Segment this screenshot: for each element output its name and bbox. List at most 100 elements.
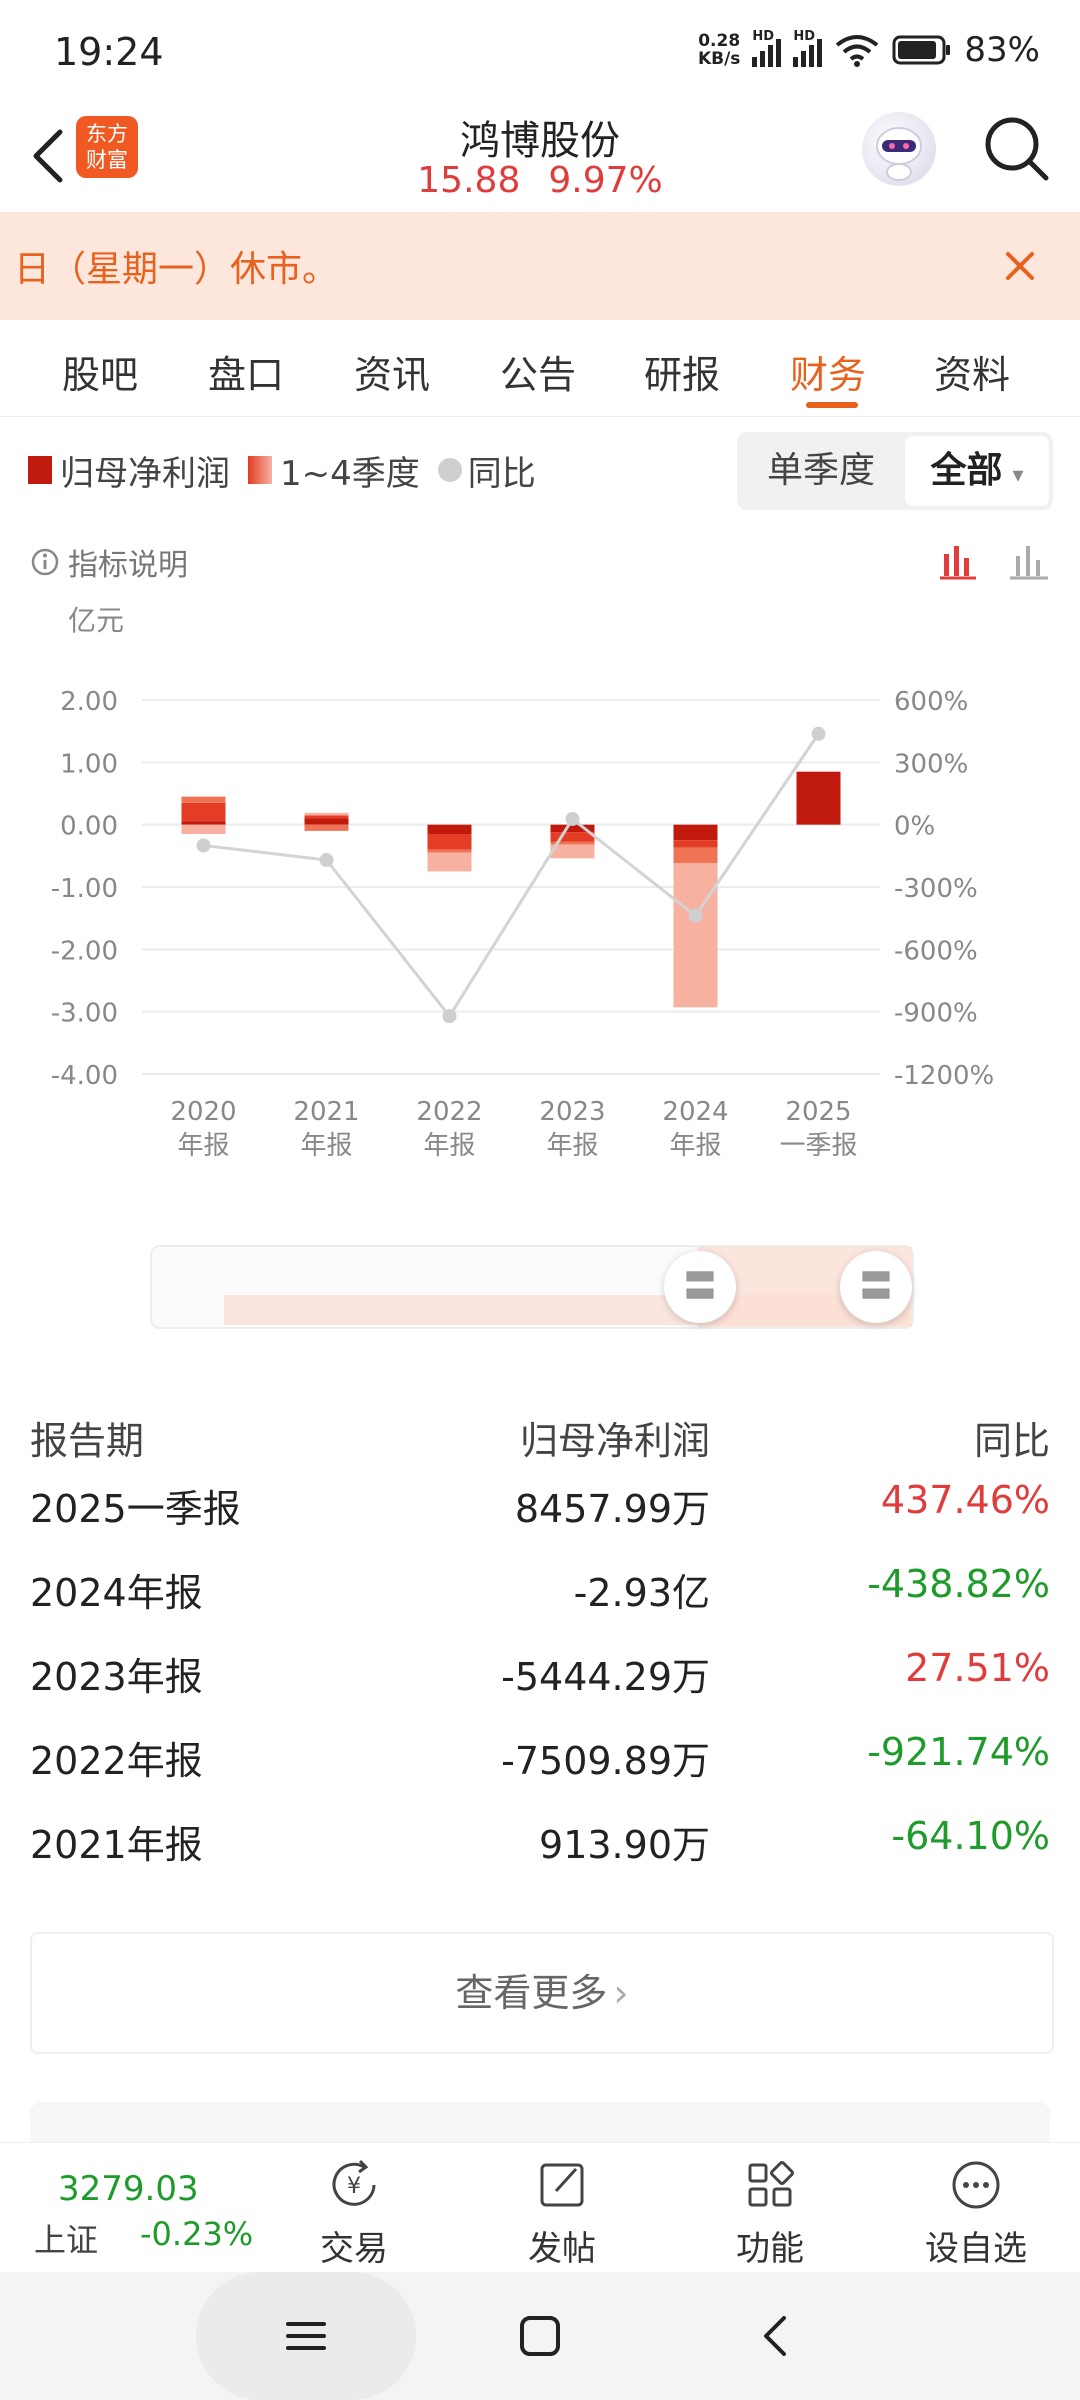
chart-bar-segment [427,824,472,835]
x-tick-period: 年报 [423,1131,475,1161]
indicator-explanation[interactable]: 指标说明 [30,540,188,584]
tab-guba[interactable]: 股吧 [62,353,139,397]
chart-bar-segment [550,844,595,859]
x-tick-period: 年报 [300,1131,352,1161]
x-tick-year: 2022 [416,1097,482,1127]
info-icon [31,548,59,576]
row-period: 2023年报 [30,1655,203,1699]
chart-bar-segment [427,852,472,872]
row-period: 2025一季报 [30,1487,241,1531]
chart-bar-segment [796,771,841,825]
chart-bar-segment [550,832,595,842]
system-nav-bar [0,2272,1080,2400]
tab-research[interactable]: 研报 [644,353,721,397]
row-yoy: -64.10% [891,1814,1050,1858]
stacked-bar-icon[interactable] [940,546,976,580]
x-tick-period: 一季报 [779,1131,857,1161]
home-icon[interactable] [518,2314,562,2358]
tab-finance[interactable]: 财务 [790,353,867,397]
yuan-cycle-icon: ¥ [332,2159,376,2206]
y-tick-left: -3.00 [51,999,118,1029]
assistant-avatar[interactable] [862,112,936,186]
y-tick-left: 1.00 [60,749,118,779]
edit-icon [540,2163,584,2207]
table-row[interactable]: 2022年报 -7509.89万 -921.74% [0,1716,1080,1800]
active-tab-indicator [806,402,858,408]
yoy-point [811,726,826,741]
search-icon[interactable] [982,114,1052,184]
y-tick-right: -300% [894,874,978,904]
table-row[interactable]: 2021年报 913.90万 -64.10% [0,1800,1080,1884]
y-tick-left: -4.00 [51,1061,118,1091]
x-tick-year: 2025 [785,1097,851,1127]
chart-bar-segment [181,796,226,803]
add-watchlist-button[interactable]: 设自选 [896,2155,1056,2270]
segment-single-quarter[interactable]: 单季度 [766,450,875,491]
y-tick-right: 300% [894,749,968,779]
chart-bar-segment [181,821,226,825]
grouped-bar-icon[interactable] [1010,546,1048,580]
x-tick-year: 2021 [293,1097,359,1127]
legend-swatch-quarters [248,456,272,484]
chart-bar-segment [304,815,349,819]
post-button[interactable]: 发帖 [482,2155,642,2270]
chart-type-toggle [940,546,1048,580]
chart-bar-segment [427,849,472,853]
row-period: 2024年报 [30,1571,203,1615]
menu-icon[interactable] [284,2314,328,2358]
chart-legend: 归母净利润 1~4季度 同比 [28,440,536,500]
stock-quote: 15.88 9.97% [0,160,1080,201]
grid-icon [748,2161,794,2207]
nav-back-icon[interactable] [754,2312,798,2360]
chart-bar-segment [673,840,718,848]
stock-name: 鸿博股份 [460,118,620,164]
robot-icon [876,127,922,181]
profit-chart: 亿元 2.00 600% 1.00 300% 0.00 0% -1.00 -300% -2.00 -… [51,604,995,1161]
status-time: 19:24 [54,30,164,74]
trade-button[interactable]: ¥ 交易 [274,2155,434,2270]
slider-handle-left[interactable]: 〓 [664,1251,736,1323]
legend-yoy: 同比 [467,453,536,494]
chevron-down-icon: ▾ [1012,463,1024,488]
x-tick-year: 2020 [170,1097,236,1127]
y-tick-left: 2.00 [60,687,118,717]
y-axis-unit: 亿元 [68,604,124,637]
x-tick-period: 年报 [546,1131,598,1161]
table-row[interactable]: 2024年报 -2.93亿 -438.82% [0,1548,1080,1632]
net-speed: 0.28 KB/s [697,31,741,69]
slider-handle-right[interactable]: 〓 [840,1251,912,1323]
wifi-icon [836,35,879,67]
header-yoy: 同比 [973,1419,1050,1463]
chevron-right-icon: › [613,1971,629,2015]
more-dots-icon [952,2161,1000,2209]
segment-all-dropdown[interactable]: 全部 ▾ [905,436,1049,506]
table-row[interactable]: 2025一季报 8457.99万 437.46% [0,1464,1080,1548]
back-icon[interactable] [20,116,80,196]
y-tick-right: 0% [894,812,935,842]
yoy-point [565,811,580,826]
functions-button[interactable]: 功能 [690,2155,850,2270]
table-row[interactable]: 2023年报 -5444.29万 27.51% [0,1632,1080,1716]
stock-change: 9.97% [548,160,663,201]
stock-header: 东方 财富 鸿博股份 15.88 9.97% [0,108,1080,210]
y-tick-left: -1.00 [51,874,118,904]
index-change: -0.23% [140,2215,254,2253]
view-more-button[interactable]: 查看更多 › [30,1932,1054,2054]
tab-profile[interactable]: 资料 [934,353,1011,397]
tab-announcements[interactable]: 公告 [500,353,577,397]
row-yoy: -438.82% [867,1562,1050,1606]
tab-pankou[interactable]: 盘口 [208,353,285,397]
status-icons: 0.28 KB/s HD HD 83% [697,29,1040,70]
row-profit: -7509.89万 [501,1739,710,1783]
x-tick-year: 2023 [539,1097,605,1127]
row-profit: -5444.29万 [501,1655,710,1699]
row-profit: 913.90万 [539,1823,710,1867]
tab-news[interactable]: 资讯 [354,353,431,397]
row-period: 2021年报 [30,1823,203,1867]
chart-bar-segment [181,802,226,822]
app-logo[interactable]: 东方 财富 [76,116,138,178]
next-section-peek [30,2102,1050,2142]
close-icon[interactable] [1000,246,1040,286]
legend-quarters: 1~4季度 [280,453,420,494]
chart-bar-segment [673,863,718,1008]
